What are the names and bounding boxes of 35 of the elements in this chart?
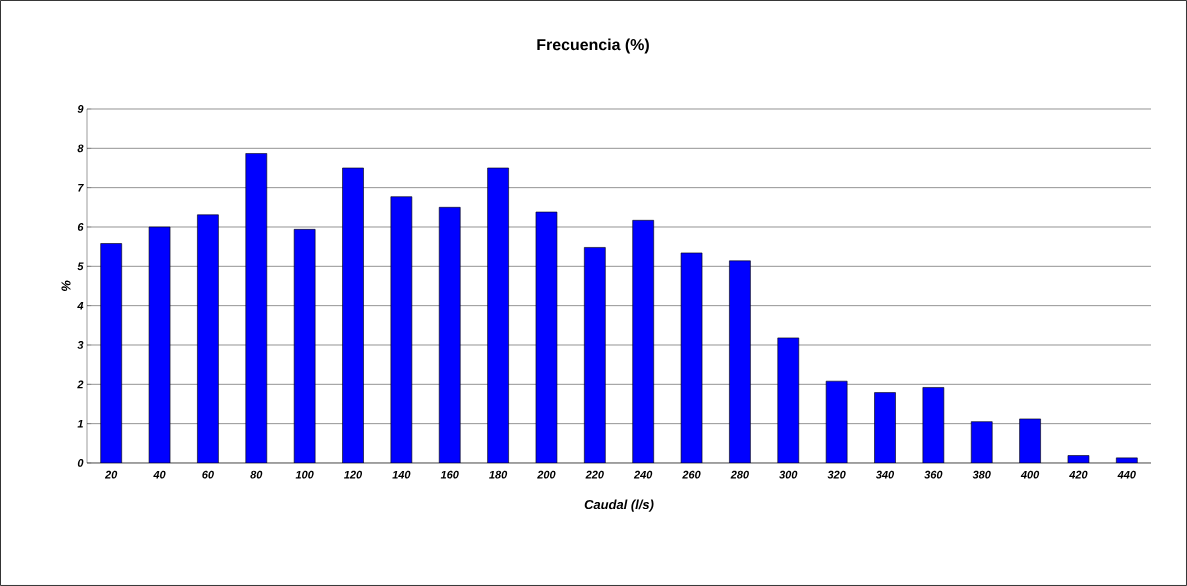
x-tick-label: 240: [633, 470, 653, 479]
x-axis-title: Caudal (l/s): [584, 499, 654, 512]
x-tick-label: 40: [153, 470, 166, 479]
y-tick-label: 0: [77, 459, 84, 467]
x-tick-label: 400: [1020, 470, 1040, 479]
x-tick-label: 160: [440, 470, 459, 479]
y-tick-label: 7: [78, 183, 84, 192]
x-tick-label: 260: [682, 470, 701, 479]
y-axis-title: %: [61, 280, 71, 292]
x-tick-label: 180: [489, 470, 508, 479]
x-tick-label: 420: [1069, 470, 1088, 479]
x-tick-label: 200: [537, 470, 556, 479]
y-tick-label: 4: [77, 301, 84, 310]
x-tick-label: 60: [202, 470, 214, 479]
y-tick-label: 5: [77, 262, 84, 271]
y-tick-label: 3: [77, 341, 84, 349]
x-tick-label: 360: [924, 470, 943, 479]
x-tick-label: 280: [730, 470, 749, 479]
chart-title: Frecuencia (%): [537, 38, 649, 54]
x-tick-label: 340: [875, 470, 895, 479]
x-tick-label: 220: [585, 470, 604, 479]
x-tick-label: 320: [827, 470, 846, 479]
x-tick-label: 300: [779, 470, 798, 479]
x-tick-label: 20: [104, 470, 118, 479]
x-tick-label: 80: [250, 470, 263, 479]
x-tick-label: 120: [344, 470, 363, 479]
x-tick-label: 380: [972, 470, 991, 479]
x-tick-label: 100: [295, 470, 314, 479]
y-tick-label: 1: [77, 419, 83, 428]
y-tick-label: 6: [77, 223, 84, 231]
y-tick-label: 2: [77, 380, 84, 389]
y-tick-label: 9: [77, 105, 84, 113]
x-tick-label: 440: [1117, 470, 1136, 479]
x-tick-label: 140: [392, 470, 411, 479]
y-tick-label: 8: [77, 144, 84, 153]
